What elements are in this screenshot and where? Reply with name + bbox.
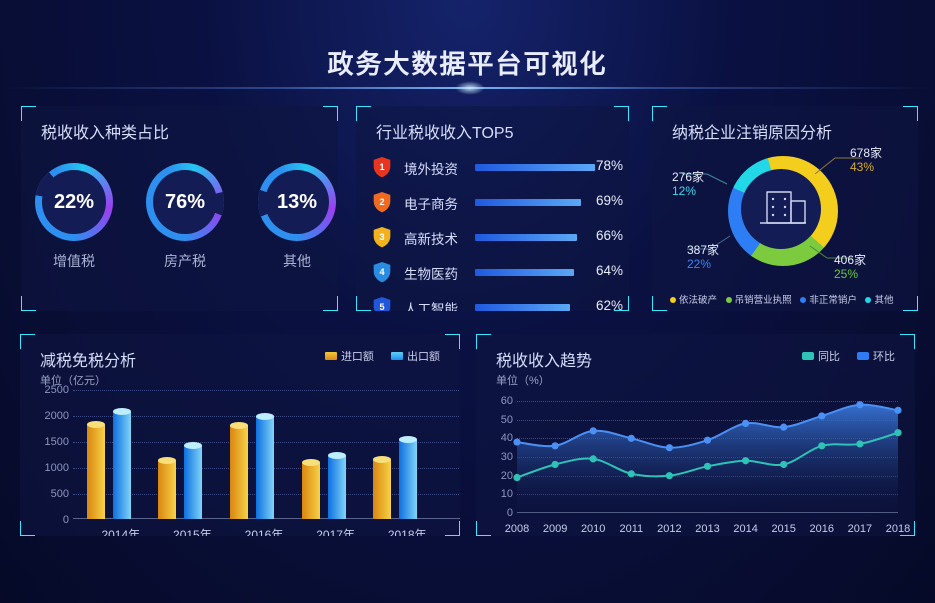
- svg-text:2: 2: [379, 197, 384, 207]
- svg-text:1: 1: [379, 162, 384, 172]
- svg-text:5: 5: [379, 302, 384, 311]
- svg-text:3: 3: [379, 232, 384, 242]
